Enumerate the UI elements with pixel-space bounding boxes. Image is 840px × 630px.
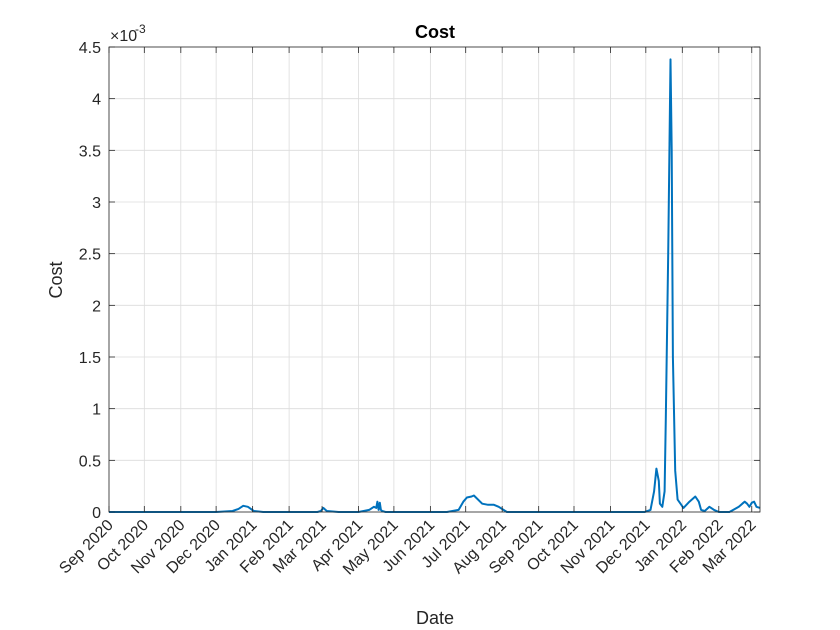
y-tick-labels: 0 0.5 1 1.5 2 2.5 3 3.5 4 4.5 xyxy=(79,40,101,522)
chart-title: Cost xyxy=(415,22,455,42)
y-tick-label: 2 xyxy=(92,298,101,315)
x-axis-label: Date xyxy=(416,608,454,628)
y-axis-label: Cost xyxy=(46,261,66,298)
tick-marks xyxy=(108,46,760,513)
y-tick-label: 0 xyxy=(92,505,101,522)
y-tick-label: 0.5 xyxy=(79,453,101,470)
plot-frame xyxy=(108,46,761,513)
plot-background xyxy=(109,47,760,512)
y-tick-label: 2.5 xyxy=(79,247,101,264)
y-tick-label: 1.5 xyxy=(79,350,101,367)
y-tick-label: 3.5 xyxy=(79,143,101,160)
y-tick-label: 4 xyxy=(92,92,101,109)
y-tick-label: 1 xyxy=(92,402,101,419)
y-tick-label: 4.5 xyxy=(79,40,101,57)
y-tick-label: 3 xyxy=(92,195,101,212)
y-exponent: -3 xyxy=(135,22,146,36)
y-exponent-base: ×10 xyxy=(110,28,137,45)
